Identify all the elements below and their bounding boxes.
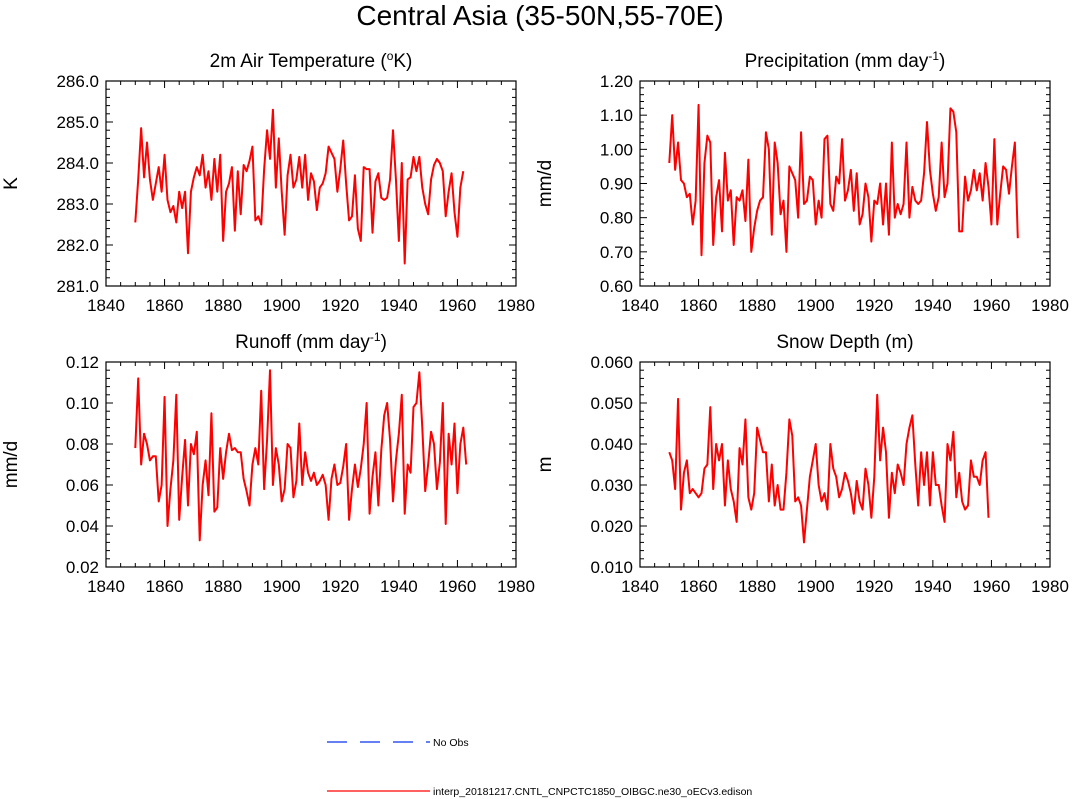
- model-series-line: [668, 103, 1019, 257]
- panels: 2m Air Temperature (oK) K 1840 1860 1880 1900…: [1, 49, 1069, 596]
- x-tick-label: 1920: [321, 577, 359, 596]
- x-tick-label: 1860: [680, 296, 718, 315]
- x-tick-label: 1920: [855, 296, 893, 315]
- y-axis-label: m: [535, 457, 556, 473]
- x-tick-label: 1900: [797, 296, 835, 315]
- y-axis-label: K: [1, 177, 22, 190]
- y-tick-label: 282.0: [56, 236, 99, 255]
- panel-title: Runoff (mm day-1): [235, 330, 387, 353]
- main-title: Central Asia (35-50N,55-70E): [356, 0, 723, 31]
- x-tick-label: 1920: [321, 296, 359, 315]
- y-tick-label: 0.030: [590, 476, 633, 495]
- x-tick-label: 1960: [439, 577, 477, 596]
- x-tick-label: 1840: [621, 577, 659, 596]
- y-tick-label: 0.020: [590, 517, 633, 536]
- y-tick-label: 284.0: [56, 154, 99, 173]
- chart-panel-2: Precipitation (mm day-1) mm/d 1840 1860 1880…: [535, 49, 1069, 315]
- x-tick-label: 1960: [973, 296, 1011, 315]
- y-tick-label: 0.060: [590, 353, 633, 372]
- y-axis-label: mm/d: [535, 160, 556, 208]
- x-tick-label: 1860: [146, 577, 184, 596]
- x-tick-label: 1880: [738, 296, 776, 315]
- x-tick-label: 1980: [497, 296, 535, 315]
- model-series-line: [134, 369, 468, 542]
- x-tick-label: 1840: [87, 296, 125, 315]
- y-tick-label: 1.00: [600, 140, 633, 159]
- y-tick-label: 0.06: [66, 476, 99, 495]
- y-tick-label: 0.80: [600, 209, 633, 228]
- x-tick-label: 1960: [973, 577, 1011, 596]
- x-tick-label: 1980: [1031, 296, 1069, 315]
- y-tick-label: 1.20: [600, 72, 633, 91]
- x-tick-label: 1860: [680, 577, 718, 596]
- x-tick-label: 1940: [380, 577, 418, 596]
- x-tick-label: 1940: [914, 577, 952, 596]
- x-tick-label: 1980: [497, 577, 535, 596]
- y-tick-label: 0.010: [590, 558, 633, 577]
- legend-obs-label: No Obs: [433, 737, 469, 749]
- panel-title: 2m Air Temperature (oK): [210, 49, 413, 72]
- y-tick-label: 0.050: [590, 394, 633, 413]
- chart-panel-3: Runoff (mm day-1) mm/d 1840 1860 1880 1900 192…: [1, 330, 535, 596]
- y-tick-label: 0.10: [66, 394, 99, 413]
- y-tick-label: 0.08: [66, 435, 99, 454]
- model-series-line: [668, 393, 990, 544]
- legend: No Obs interp_20181217.CNTL_CNPCTC1850_O…: [327, 737, 752, 798]
- x-tick-label: 1940: [380, 296, 418, 315]
- x-tick-label: 1860: [146, 296, 184, 315]
- y-tick-label: 0.70: [600, 243, 633, 262]
- x-tick-label: 1880: [738, 577, 776, 596]
- y-axis-label: mm/d: [1, 441, 22, 489]
- y-tick-label: 0.90: [600, 175, 633, 194]
- x-tick-label: 1920: [855, 577, 893, 596]
- x-tick-label: 1940: [914, 296, 952, 315]
- y-tick-label: 283.0: [56, 195, 99, 214]
- x-tick-label: 1880: [204, 577, 242, 596]
- chart-panel-1: 2m Air Temperature (oK) K 1840 1860 1880 1900…: [1, 49, 535, 315]
- y-tick-label: 0.040: [590, 435, 633, 454]
- y-tick-label: 1.10: [600, 106, 633, 125]
- x-tick-label: 1880: [204, 296, 242, 315]
- x-tick-label: 1840: [87, 577, 125, 596]
- y-tick-label: 0.02: [66, 558, 99, 577]
- x-tick-label: 1980: [1031, 577, 1069, 596]
- x-tick-label: 1900: [797, 577, 835, 596]
- y-tick-label: 285.0: [56, 113, 99, 132]
- x-tick-label: 1960: [439, 296, 477, 315]
- x-tick-label: 1840: [621, 296, 659, 315]
- y-tick-label: 286.0: [56, 72, 99, 91]
- panel-title: Precipitation (mm day-1): [745, 49, 946, 72]
- y-tick-label: 0.60: [600, 277, 633, 296]
- panel-title: Snow Depth (m): [776, 332, 913, 353]
- y-tick-label: 281.0: [56, 277, 99, 296]
- y-tick-label: 0.12: [66, 353, 99, 372]
- model-series-line: [134, 108, 465, 265]
- legend-model-label: interp_20181217.CNTL_CNPCTC1850_OIBGC.ne…: [433, 786, 752, 798]
- chart-panel-4: Snow Depth (m) m 1840 1860 1880 1900 1920 1940 1…: [535, 332, 1069, 596]
- x-tick-label: 1900: [263, 577, 301, 596]
- y-tick-label: 0.04: [66, 517, 99, 536]
- x-tick-label: 1900: [263, 296, 301, 315]
